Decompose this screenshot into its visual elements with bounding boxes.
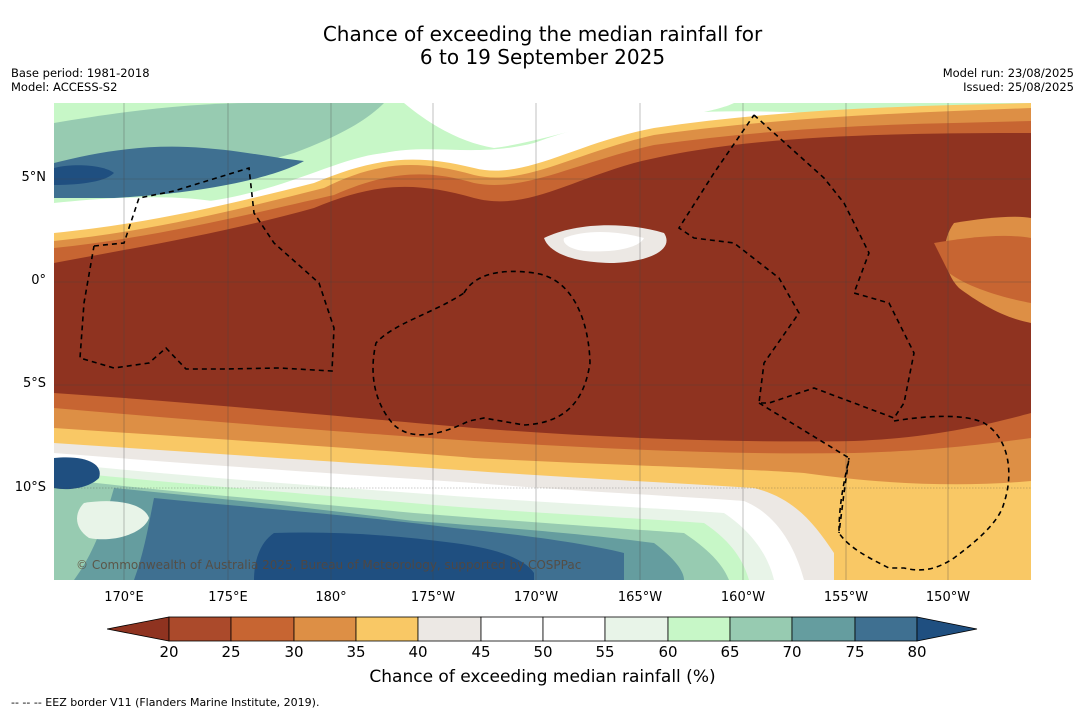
colorbar-tick-45: 45 (471, 643, 491, 661)
graticule (54, 103, 1031, 580)
colorbar-tick-70: 70 (782, 643, 802, 661)
meta-left: Base period: 1981-2018 Model: ACCESS-S2 (11, 66, 150, 94)
colorbar-low-arrow (107, 616, 170, 642)
eez-legend-note: -- -- -- EEZ border V11 (Flanders Marine… (11, 696, 320, 709)
lon-label-155w: 155°W (823, 590, 869, 605)
chart-title-line-2: 6 to 19 September 2025 (419, 45, 666, 69)
lon-label-170e: 170°E (104, 590, 144, 605)
model-name: Model: ACCESS-S2 (11, 80, 118, 94)
lat-label-10s: 10°S (14, 480, 46, 495)
band-south-dark-blue-2 (254, 532, 534, 580)
colorbar-tick-35: 35 (346, 643, 366, 661)
lat-label-equator: 0° (31, 273, 46, 288)
band-south-pale-patch (77, 501, 149, 540)
band-east-brick (934, 235, 1031, 303)
colorbar-swatch-60-65 (667, 616, 731, 642)
band-north-dark-blue (54, 165, 114, 185)
eez-border-kiribati-phoenix (372, 270, 591, 436)
colorbar-tick-75: 75 (845, 643, 865, 661)
lon-label-160w: 160°W (720, 590, 766, 605)
colorbar-tick-80: 80 (907, 643, 927, 661)
lon-label-180: 180° (315, 590, 347, 605)
band-south-dark-blue (54, 457, 100, 490)
band-north-white-2 (54, 197, 224, 233)
eez-borders (79, 114, 1010, 571)
map-copyright: © Commonwealth of Australia 2025, Bureau… (76, 558, 582, 572)
colorbar-tick-65: 65 (720, 643, 740, 661)
colorbar-swatch-40-45 (417, 616, 482, 642)
band-north-white (404, 103, 734, 148)
lat-label-5s: 5°S (22, 376, 46, 391)
colorbar-tick-40: 40 (408, 643, 428, 661)
meta-right: Model run: 23/08/2025 Issued: 25/08/2025 (943, 66, 1074, 94)
colorbar-tick-60: 60 (658, 643, 678, 661)
eez-border-cook-islands (838, 415, 1010, 571)
eez-border-kiribati-line (677, 114, 915, 419)
issued-date: Issued: 25/08/2025 (963, 80, 1074, 94)
map-canvas (54, 103, 1031, 580)
colorbar-swatch-75-80 (854, 616, 918, 642)
colorbar-tick-55: 55 (595, 643, 615, 661)
colorbar-swatch-55-60 (604, 616, 669, 642)
lon-label-175w: 175°W (410, 590, 456, 605)
colorbar-swatch-50-55 (542, 616, 606, 642)
chart-title-line-1: Chance of exceeding the median rainfall … (322, 22, 763, 46)
colorbar-swatch-65-70 (729, 616, 793, 642)
lon-label-150w: 150°W (925, 590, 971, 605)
colorbar-swatch-30-35 (293, 616, 357, 642)
colorbar-swatch-20-25 (168, 616, 232, 642)
eez-border-kiribati-gilbert (79, 166, 335, 372)
colorbar-label: Chance of exceeding median rainfall (%) (369, 667, 716, 687)
colorbar-tick-50: 50 (533, 643, 553, 661)
colorbar (107, 616, 978, 642)
colorbar-tick-20: 20 (159, 643, 179, 661)
band-equator-inner (563, 232, 644, 252)
lon-label-165w: 165°W (617, 590, 663, 605)
colorbar-high-arrow (916, 616, 978, 642)
colorbar-tick-30: 30 (284, 643, 304, 661)
band-core-dry (54, 133, 1031, 463)
rainfall-map[interactable] (54, 103, 1031, 580)
base-period: Base period: 1981-2018 (11, 66, 150, 80)
lat-label-5n: 5°N (21, 170, 47, 185)
lon-label-175e: 175°E (208, 590, 248, 605)
colorbar-tick-25: 25 (221, 643, 241, 661)
band-north-blue (54, 146, 304, 198)
colorbar-swatch-45-50 (480, 616, 544, 642)
model-run: Model run: 23/08/2025 (942, 66, 1074, 80)
colorbar-swatch-35-40 (355, 616, 419, 642)
colorbar-swatch-70-75 (791, 616, 856, 642)
colorbar-swatch-25-30 (230, 616, 295, 642)
lon-label-170w: 170°W (513, 590, 559, 605)
